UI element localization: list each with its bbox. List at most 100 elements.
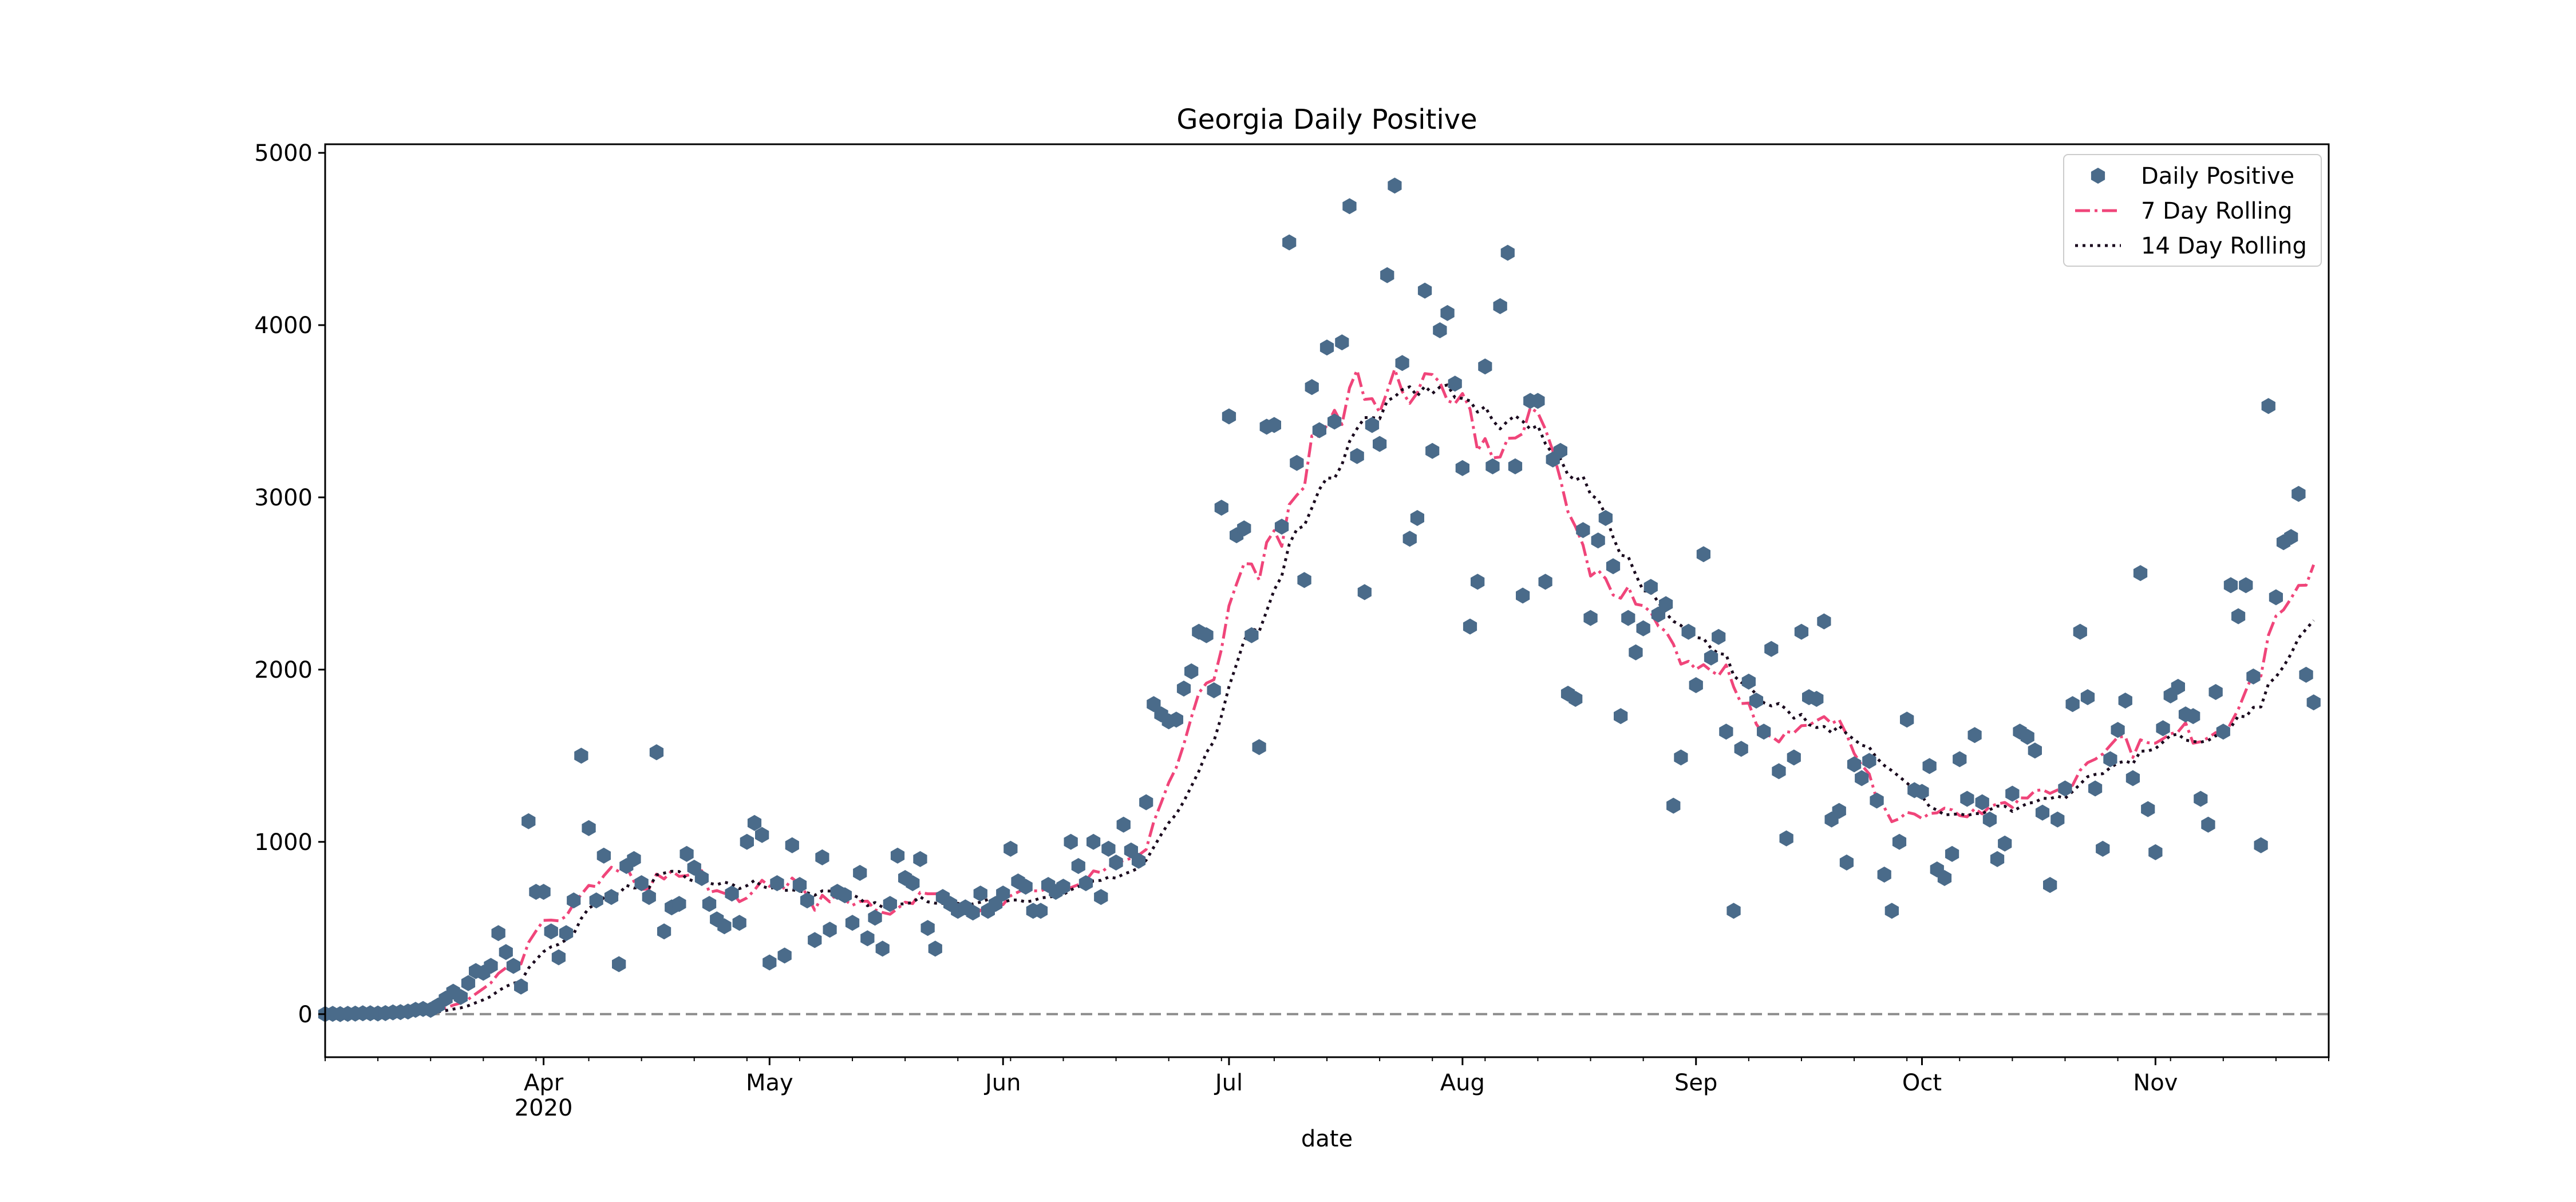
data-point (1455, 460, 1469, 476)
data-point (762, 954, 777, 971)
data-point (1252, 739, 1266, 756)
data-point (1478, 358, 1492, 375)
data-point (1267, 417, 1281, 433)
data-point (627, 851, 641, 867)
data-point (2269, 589, 2283, 606)
data-point (1832, 802, 1846, 819)
data-point (2208, 684, 2223, 700)
data-point (2125, 770, 2140, 786)
data-point (1500, 244, 1515, 261)
data-point (1124, 842, 1138, 859)
data-point (1365, 417, 1380, 433)
data-point (868, 910, 882, 926)
data-point (1553, 442, 1567, 459)
data-point (582, 820, 596, 836)
y-tick-label: 2000 (254, 657, 313, 683)
data-point (491, 925, 505, 942)
data-point (1176, 681, 1191, 697)
data-point (1712, 628, 1726, 645)
data-point (2088, 780, 2103, 797)
data-point (1937, 870, 1952, 886)
data-point (1839, 854, 1854, 871)
data-point (514, 978, 528, 995)
data-point (1086, 833, 1101, 850)
data-point (988, 896, 1003, 912)
data-point (634, 875, 649, 891)
data-point (1199, 627, 1214, 643)
data-point (2239, 577, 2253, 594)
data-point (792, 877, 807, 893)
data-point (1493, 298, 1507, 314)
data-point (717, 918, 732, 935)
data-point (1975, 794, 1989, 810)
data-point (2028, 742, 2042, 759)
data-point (747, 814, 762, 831)
data-point (1312, 422, 1326, 438)
data-point (2020, 729, 2034, 745)
data-point (1319, 339, 1334, 356)
data-point (2261, 398, 2275, 414)
data-point (1237, 520, 1251, 537)
data-point (1531, 393, 1545, 409)
data-point (1862, 753, 1876, 769)
data-point (815, 849, 829, 865)
data-point (1967, 727, 1982, 744)
data-point (1915, 784, 1929, 800)
data-point (1787, 749, 1801, 766)
data-point (1214, 500, 1228, 516)
data-point (1982, 811, 1997, 828)
data-point (1101, 840, 1116, 857)
x-tick-label: Aug (1440, 1070, 1485, 1096)
data-point (1734, 741, 1748, 757)
data-point (1222, 408, 1236, 425)
data-point (1764, 640, 1779, 657)
legend-entry-daily-positive-marker (2091, 168, 2105, 184)
data-point (2284, 529, 2298, 545)
data-point (1357, 584, 1372, 600)
data-point (2254, 837, 2268, 853)
data-point (1207, 682, 1221, 698)
plot-frame (324, 143, 2330, 1058)
data-point (1433, 322, 1447, 338)
data-point (2133, 565, 2148, 582)
data-point (2216, 723, 2230, 740)
data-point (1772, 763, 1786, 780)
data-point (2156, 720, 2170, 737)
data-point (1870, 792, 1884, 809)
data-point (1651, 606, 1666, 623)
x-tick-label: Jul (1214, 1070, 1243, 1096)
legend-box (2063, 154, 2322, 267)
data-point (1998, 835, 2012, 852)
data-point (913, 851, 927, 867)
data-point (2065, 696, 2080, 713)
data-point (2186, 708, 2200, 725)
data-point (1244, 627, 1259, 643)
data-point (1169, 711, 1183, 728)
data-point (1380, 267, 1394, 283)
data-point (1681, 623, 1696, 640)
data-point (2201, 816, 2215, 833)
data-point (1945, 845, 1959, 862)
data-point (2148, 844, 2163, 860)
data-point (1606, 558, 1621, 575)
data-point (1388, 177, 1402, 194)
data-point (1350, 448, 1364, 464)
data-point (1018, 879, 1033, 895)
y-tick-label: 0 (298, 1002, 313, 1028)
data-point (1794, 623, 1809, 640)
data-point (1877, 867, 1891, 883)
data-point (484, 958, 498, 974)
data-point (875, 940, 890, 957)
data-point (740, 833, 754, 850)
y-tick-label: 5000 (254, 140, 313, 167)
legend: Daily Positive 7 Day Rolling 14 Day Rollin… (2063, 154, 2322, 267)
data-point (823, 922, 837, 938)
data-point (1900, 711, 1914, 728)
data-point (574, 748, 588, 764)
data-point (506, 958, 521, 974)
data-point (1282, 234, 1297, 251)
data-point (1719, 723, 1733, 740)
data-point (1342, 198, 1357, 215)
data-point (1922, 758, 1937, 774)
data-point (521, 813, 536, 829)
